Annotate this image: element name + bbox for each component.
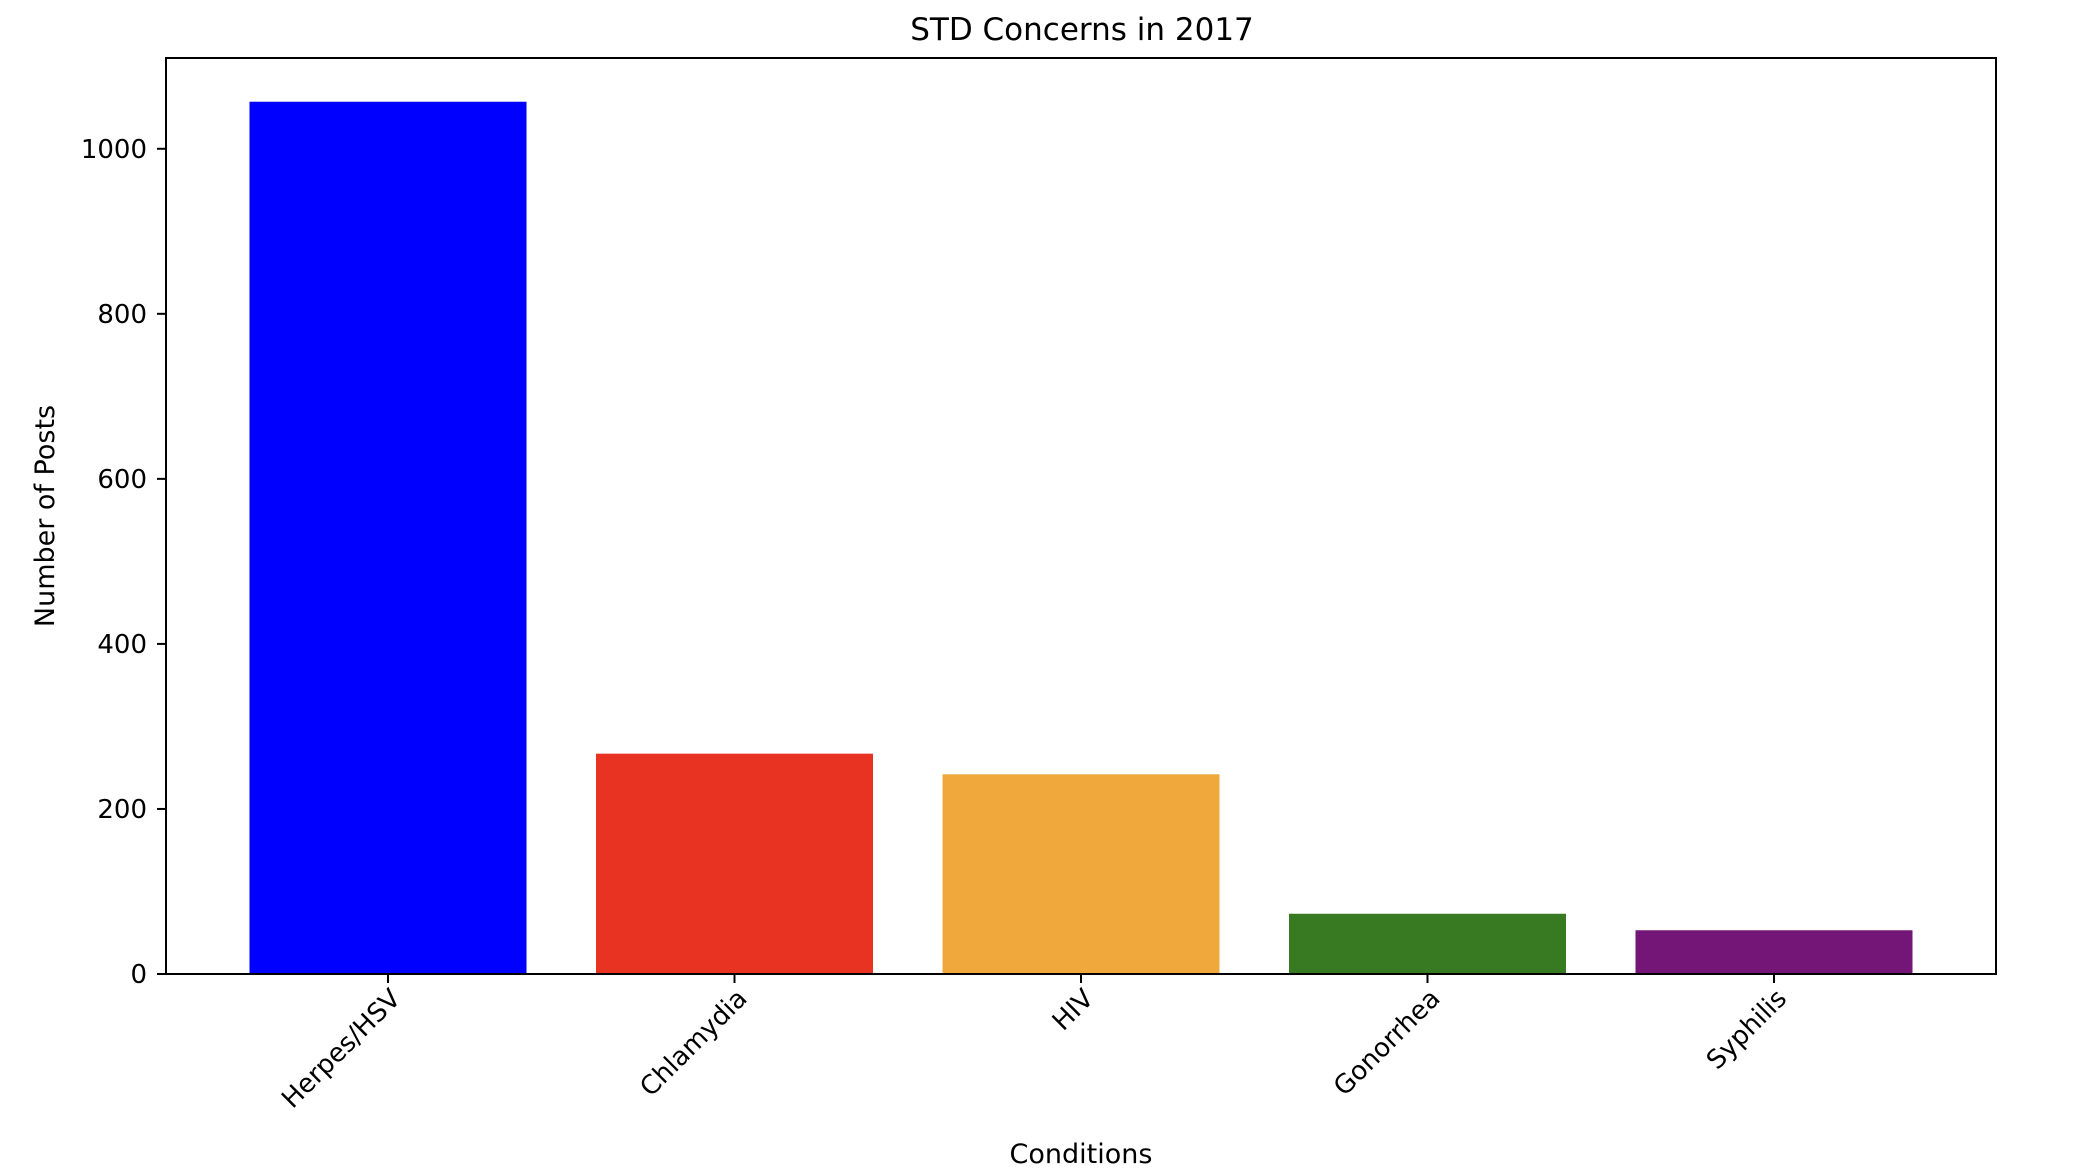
x-tick-label: Syphilis xyxy=(1701,984,1793,1076)
y-axis-label: Number of Posts xyxy=(30,405,61,627)
y-tick-label: 1000 xyxy=(81,135,147,165)
bar-hiv xyxy=(942,774,1220,974)
y-tick-label: 800 xyxy=(97,300,147,330)
plot-frame xyxy=(165,57,1997,975)
bar-syphilis xyxy=(1635,930,1913,974)
bar-chlamydia xyxy=(596,753,873,974)
x-tick-label: Gonorrhea xyxy=(1328,984,1446,1102)
bar-gonorrhea xyxy=(1289,913,1566,974)
y-tick-label: 0 xyxy=(130,960,147,990)
y-tick-label: 400 xyxy=(97,630,147,660)
y-tick-label: 200 xyxy=(97,795,147,825)
bar-herpes-hsv xyxy=(249,101,527,974)
x-axis-label: Conditions xyxy=(1010,1139,1153,1168)
chart-title: STD Concerns in 2017 xyxy=(910,12,1254,48)
x-tick-label: HIV xyxy=(1047,984,1100,1037)
y-tick-label: 600 xyxy=(97,465,147,495)
bars-layer xyxy=(249,101,1913,974)
x-tick-label: Herpes/HSV xyxy=(276,984,407,1115)
x-tick-label: Chlamydia xyxy=(635,984,754,1103)
